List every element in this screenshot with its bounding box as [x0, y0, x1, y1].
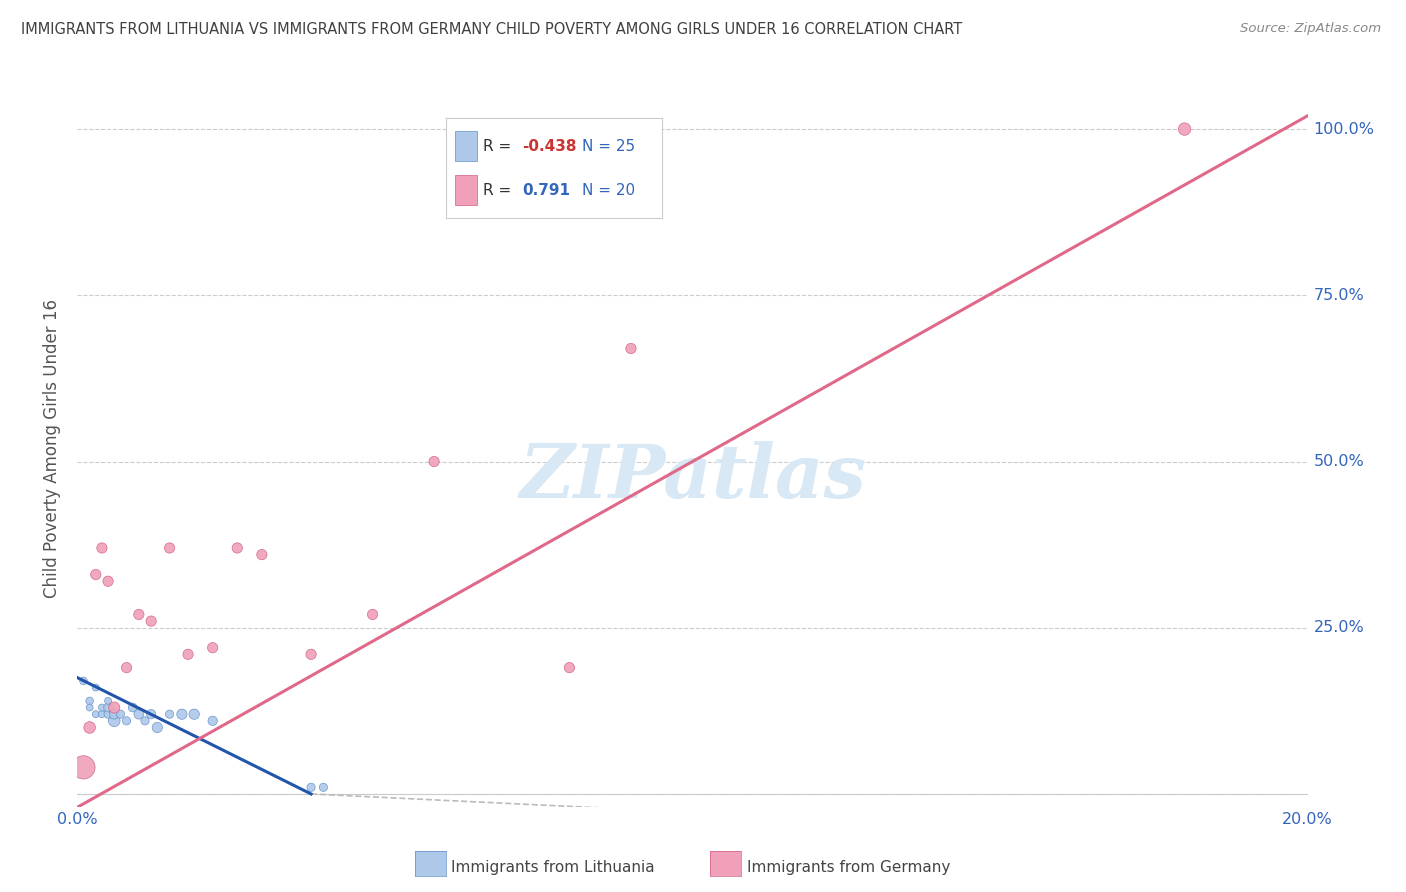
Text: Immigrants from Germany: Immigrants from Germany [747, 860, 950, 874]
Text: N = 20: N = 20 [582, 183, 636, 198]
Point [201, 640, 224, 655]
Point [72, 673, 94, 688]
Point [423, 454, 446, 468]
Point [103, 707, 125, 722]
Text: N = 25: N = 25 [582, 138, 636, 153]
Point [226, 541, 249, 555]
Point [134, 714, 156, 728]
Text: 50.0%: 50.0% [1313, 454, 1364, 469]
Point [84, 681, 107, 695]
Text: Immigrants from Lithuania: Immigrants from Lithuania [451, 860, 655, 874]
Point [183, 707, 205, 722]
Text: R =: R = [484, 138, 512, 153]
Point [141, 707, 163, 722]
Point [103, 700, 125, 714]
Point [97, 694, 120, 708]
Text: IMMIGRANTS FROM LITHUANIA VS IMMIGRANTS FROM GERMANY CHILD POVERTY AMONG GIRLS U: IMMIGRANTS FROM LITHUANIA VS IMMIGRANTS … [21, 22, 962, 37]
Point [128, 707, 150, 722]
Point [250, 548, 273, 562]
Point [201, 714, 224, 728]
Text: 0.791: 0.791 [522, 183, 569, 198]
Point [312, 780, 335, 795]
Bar [456, 131, 477, 161]
Point [84, 567, 107, 582]
Text: Source: ZipAtlas.com: Source: ZipAtlas.com [1240, 22, 1381, 36]
Point [97, 574, 120, 589]
Point [97, 707, 120, 722]
Point [558, 660, 581, 674]
Point [79, 721, 101, 735]
Point [299, 780, 322, 795]
Point [159, 707, 181, 722]
Y-axis label: Child Poverty Among Girls Under 16: Child Poverty Among Girls Under 16 [44, 299, 62, 598]
Point [103, 714, 125, 728]
Point [115, 660, 138, 674]
Point [97, 700, 120, 714]
Point [361, 607, 384, 622]
Bar [456, 175, 477, 205]
Text: 25.0%: 25.0% [1313, 620, 1364, 635]
Text: ZIPatlas: ZIPatlas [519, 441, 866, 513]
Point [90, 541, 114, 555]
Point [146, 721, 169, 735]
Text: R =: R = [484, 183, 512, 198]
Point [90, 700, 114, 714]
Point [299, 648, 322, 662]
Point [170, 707, 193, 722]
Point [141, 614, 163, 628]
Text: 75.0%: 75.0% [1313, 288, 1364, 302]
Text: -0.438: -0.438 [522, 138, 576, 153]
Point [84, 707, 107, 722]
Point [1174, 122, 1197, 136]
Point [620, 342, 643, 356]
Point [159, 541, 181, 555]
Point [79, 700, 101, 714]
Point [90, 707, 114, 722]
Point [115, 714, 138, 728]
Point [177, 648, 200, 662]
Point [121, 700, 143, 714]
Point [79, 694, 101, 708]
Point [128, 607, 150, 622]
Point [110, 707, 132, 722]
Point [72, 760, 94, 774]
Text: 100.0%: 100.0% [1313, 121, 1375, 136]
